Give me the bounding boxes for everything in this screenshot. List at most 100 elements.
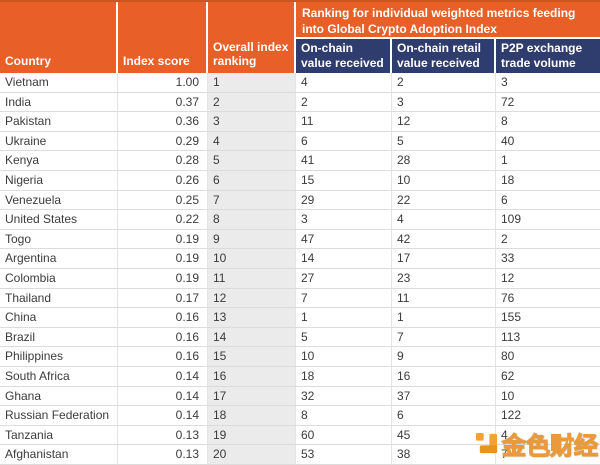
cell-index-score: 0.14 bbox=[118, 366, 208, 387]
cell-overall-ranking: 9 bbox=[208, 229, 296, 250]
table-row: Philippines 0.16 15 10 9 80 bbox=[0, 347, 600, 367]
cell-onchain-value-rank: 8 bbox=[296, 406, 392, 426]
cell-onchain-value-rank: 2 bbox=[296, 92, 392, 113]
cell-country: South Africa bbox=[0, 366, 118, 387]
cell-onchain-retail-rank: 23 bbox=[392, 268, 496, 289]
cell-onchain-value-rank: 15 bbox=[296, 170, 392, 191]
cell-country: Kenya bbox=[0, 151, 118, 171]
cell-index-score: 0.16 bbox=[118, 347, 208, 367]
cell-overall-ranking: 5 bbox=[208, 151, 296, 171]
cell-p2p-volume-rank: 1 bbox=[496, 151, 600, 171]
cell-p2p-volume-rank: 4 bbox=[496, 426, 600, 446]
cell-p2p-volume-rank: 10 bbox=[496, 387, 600, 407]
column-header-country: Country bbox=[0, 2, 118, 73]
metrics-group-title: Ranking for individual weighted metrics … bbox=[296, 2, 600, 39]
column-header-onchain-value: On-chain value received bbox=[296, 39, 392, 73]
cell-overall-ranking: 14 bbox=[208, 327, 296, 348]
cell-index-score: 0.29 bbox=[118, 131, 208, 152]
cell-overall-ranking: 15 bbox=[208, 347, 296, 367]
cell-country: Ukraine bbox=[0, 131, 118, 152]
cell-index-score: 0.17 bbox=[118, 288, 208, 309]
cell-onchain-retail-rank: 1 bbox=[392, 308, 496, 328]
cell-onchain-retail-rank: 3 bbox=[392, 92, 496, 113]
cell-country: Vietnam bbox=[0, 73, 118, 93]
table-header: Country Index score Overall index rankin… bbox=[0, 0, 600, 73]
table-row: Venezuela 0.25 7 29 22 6 bbox=[0, 190, 600, 211]
cell-onchain-value-rank: 41 bbox=[296, 151, 392, 171]
cell-onchain-value-rank: 18 bbox=[296, 366, 392, 387]
table-row: Russian Federation 0.14 18 8 6 122 bbox=[0, 406, 600, 426]
cell-overall-ranking: 2 bbox=[208, 92, 296, 113]
cell-index-score: 0.19 bbox=[118, 229, 208, 250]
cell-index-score: 0.19 bbox=[118, 249, 208, 269]
cell-country: Tanzania bbox=[0, 425, 118, 446]
table-row: Pakistan 0.36 3 11 12 8 bbox=[0, 112, 600, 132]
cell-index-score: 0.36 bbox=[118, 112, 208, 132]
column-header-index-score: Index score bbox=[118, 2, 208, 73]
cell-overall-ranking: 13 bbox=[208, 308, 296, 328]
cell-onchain-retail-rank: 12 bbox=[392, 112, 496, 132]
cell-p2p-volume-rank: 155 bbox=[496, 308, 600, 328]
cell-overall-ranking: 4 bbox=[208, 131, 296, 152]
cell-index-score: 1.00 bbox=[118, 73, 208, 93]
cell-index-score: 0.14 bbox=[118, 406, 208, 426]
cell-onchain-retail-rank: 37 bbox=[392, 386, 496, 407]
cell-index-score: 0.13 bbox=[118, 445, 208, 465]
cell-onchain-value-rank: 60 bbox=[296, 425, 392, 446]
cell-country: Brazil bbox=[0, 327, 118, 348]
cell-p2p-volume-rank: 8 bbox=[496, 112, 600, 132]
table-row: Thailand 0.17 12 7 11 76 bbox=[0, 288, 600, 309]
table-row: Ukraine 0.29 4 6 5 40 bbox=[0, 131, 600, 152]
cell-p2p-volume-rank: 72 bbox=[496, 93, 600, 113]
cell-index-score: 0.16 bbox=[118, 308, 208, 328]
cell-country: Russian Federation bbox=[0, 406, 118, 426]
table-body: Vietnam 1.00 1 4 2 3 India 0.37 2 2 3 72… bbox=[0, 73, 600, 465]
cell-onchain-retail-rank: 17 bbox=[392, 249, 496, 269]
cell-onchain-value-rank: 11 bbox=[296, 112, 392, 132]
cell-country: Colombia bbox=[0, 268, 118, 289]
cell-p2p-volume-rank: 7 bbox=[496, 445, 600, 465]
cell-country: Philippines bbox=[0, 347, 118, 367]
cell-overall-ranking: 20 bbox=[208, 445, 296, 465]
cell-country: United States bbox=[0, 210, 118, 230]
cell-overall-ranking: 3 bbox=[208, 112, 296, 132]
cell-p2p-volume-rank: 62 bbox=[496, 367, 600, 387]
cell-onchain-value-rank: 27 bbox=[296, 268, 392, 289]
table-row: Vietnam 1.00 1 4 2 3 bbox=[0, 73, 600, 93]
cell-onchain-retail-rank: 42 bbox=[392, 229, 496, 250]
cell-onchain-retail-rank: 22 bbox=[392, 190, 496, 211]
cell-onchain-retail-rank: 2 bbox=[392, 73, 496, 93]
cell-onchain-value-rank: 47 bbox=[296, 229, 392, 250]
table-row: Argentina 0.19 10 14 17 33 bbox=[0, 249, 600, 269]
cell-country: Ghana bbox=[0, 386, 118, 407]
metrics-header-group: Ranking for individual weighted metrics … bbox=[296, 2, 600, 73]
cell-onchain-retail-rank: 45 bbox=[392, 425, 496, 446]
cell-p2p-volume-rank: 6 bbox=[496, 191, 600, 211]
cell-onchain-value-rank: 5 bbox=[296, 327, 392, 348]
cell-country: India bbox=[0, 92, 118, 113]
cell-index-score: 0.28 bbox=[118, 151, 208, 171]
cell-index-score: 0.19 bbox=[118, 268, 208, 289]
cell-overall-ranking: 16 bbox=[208, 366, 296, 387]
cell-index-score: 0.37 bbox=[118, 92, 208, 113]
table-row: Ghana 0.14 17 32 37 10 bbox=[0, 386, 600, 407]
cell-p2p-volume-rank: 12 bbox=[496, 269, 600, 289]
cell-onchain-value-rank: 7 bbox=[296, 288, 392, 309]
cell-overall-ranking: 12 bbox=[208, 288, 296, 309]
cell-country: Venezuela bbox=[0, 190, 118, 211]
cell-p2p-volume-rank: 33 bbox=[496, 249, 600, 269]
cell-p2p-volume-rank: 80 bbox=[496, 347, 600, 367]
table-row: United States 0.22 8 3 4 109 bbox=[0, 210, 600, 230]
cell-overall-ranking: 11 bbox=[208, 268, 296, 289]
cell-overall-ranking: 1 bbox=[208, 73, 296, 93]
cell-overall-ranking: 8 bbox=[208, 210, 296, 230]
cell-country: Argentina bbox=[0, 249, 118, 269]
cell-onchain-value-rank: 10 bbox=[296, 347, 392, 367]
column-header-onchain-retail: On-chain retail value received bbox=[392, 39, 496, 73]
cell-onchain-retail-rank: 10 bbox=[392, 170, 496, 191]
cell-p2p-volume-rank: 122 bbox=[496, 406, 600, 426]
cell-onchain-value-rank: 4 bbox=[296, 73, 392, 93]
cell-overall-ranking: 7 bbox=[208, 190, 296, 211]
cell-onchain-retail-rank: 38 bbox=[392, 445, 496, 465]
cell-index-score: 0.14 bbox=[118, 386, 208, 407]
